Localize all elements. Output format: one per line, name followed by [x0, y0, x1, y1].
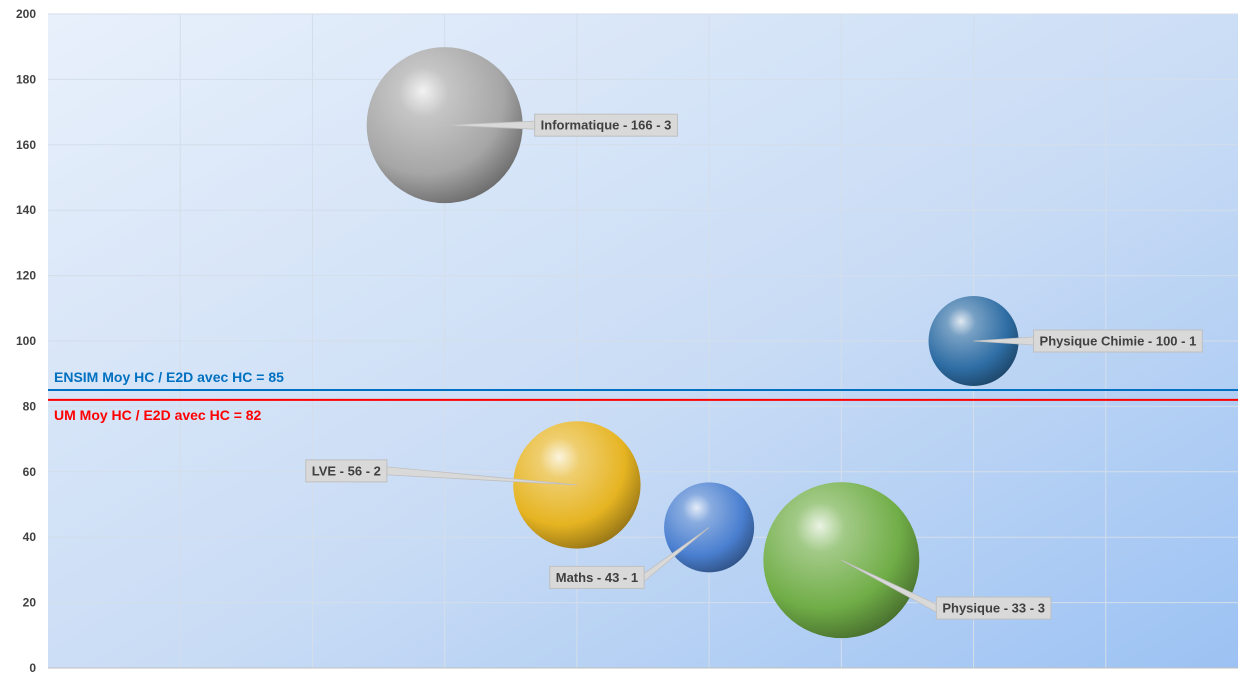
y-tick-label: 0: [29, 661, 36, 674]
bubble-label-box: [534, 113, 678, 137]
bubble-data-label: Informatique - 166 - 3: [541, 118, 672, 133]
y-axis: 0 20 40 60 80 100 120 140 160 180 200: [16, 7, 1238, 675]
y-tick-label: 60: [23, 465, 37, 479]
y-tick-label: 40: [23, 530, 37, 544]
bubble-data-label: Physique Chimie - 100 - 1: [1040, 334, 1197, 349]
bubble-data-label: Maths - 43 - 1: [556, 570, 638, 585]
y-tick-label: 20: [23, 596, 37, 610]
bubble-data-label: Physique - 33 - 3: [942, 601, 1045, 616]
y-tick-label: 180: [16, 72, 36, 86]
y-tick-label: 100: [16, 334, 36, 348]
y-tick-label: 160: [16, 138, 36, 152]
reference-line-label: UM Moy HC / E2D avec HC = 82: [54, 407, 262, 423]
y-tick-label: 120: [16, 269, 36, 283]
bubble-data-label: LVE - 56 - 2: [312, 463, 381, 478]
bubble-label-box: [305, 459, 388, 483]
reference-line-label: ENSIM Moy HC / E2D avec HC = 85: [54, 369, 284, 385]
reference-lines: ENSIM Moy HC / E2D avec HC = 85 UM Moy HC…: [48, 369, 1238, 423]
bubble-labels: Informatique - 166 - 3 Physique Chimie - …: [305, 113, 1203, 620]
bubble-label-box: [935, 596, 1052, 620]
bubble-label-box: [549, 565, 645, 589]
y-tick-label: 80: [23, 399, 37, 413]
y-tick-label: 200: [16, 7, 36, 21]
leader-lines: [386, 120, 1034, 613]
bubble-label-box: [1033, 329, 1203, 353]
y-tick-label: 140: [16, 203, 36, 217]
